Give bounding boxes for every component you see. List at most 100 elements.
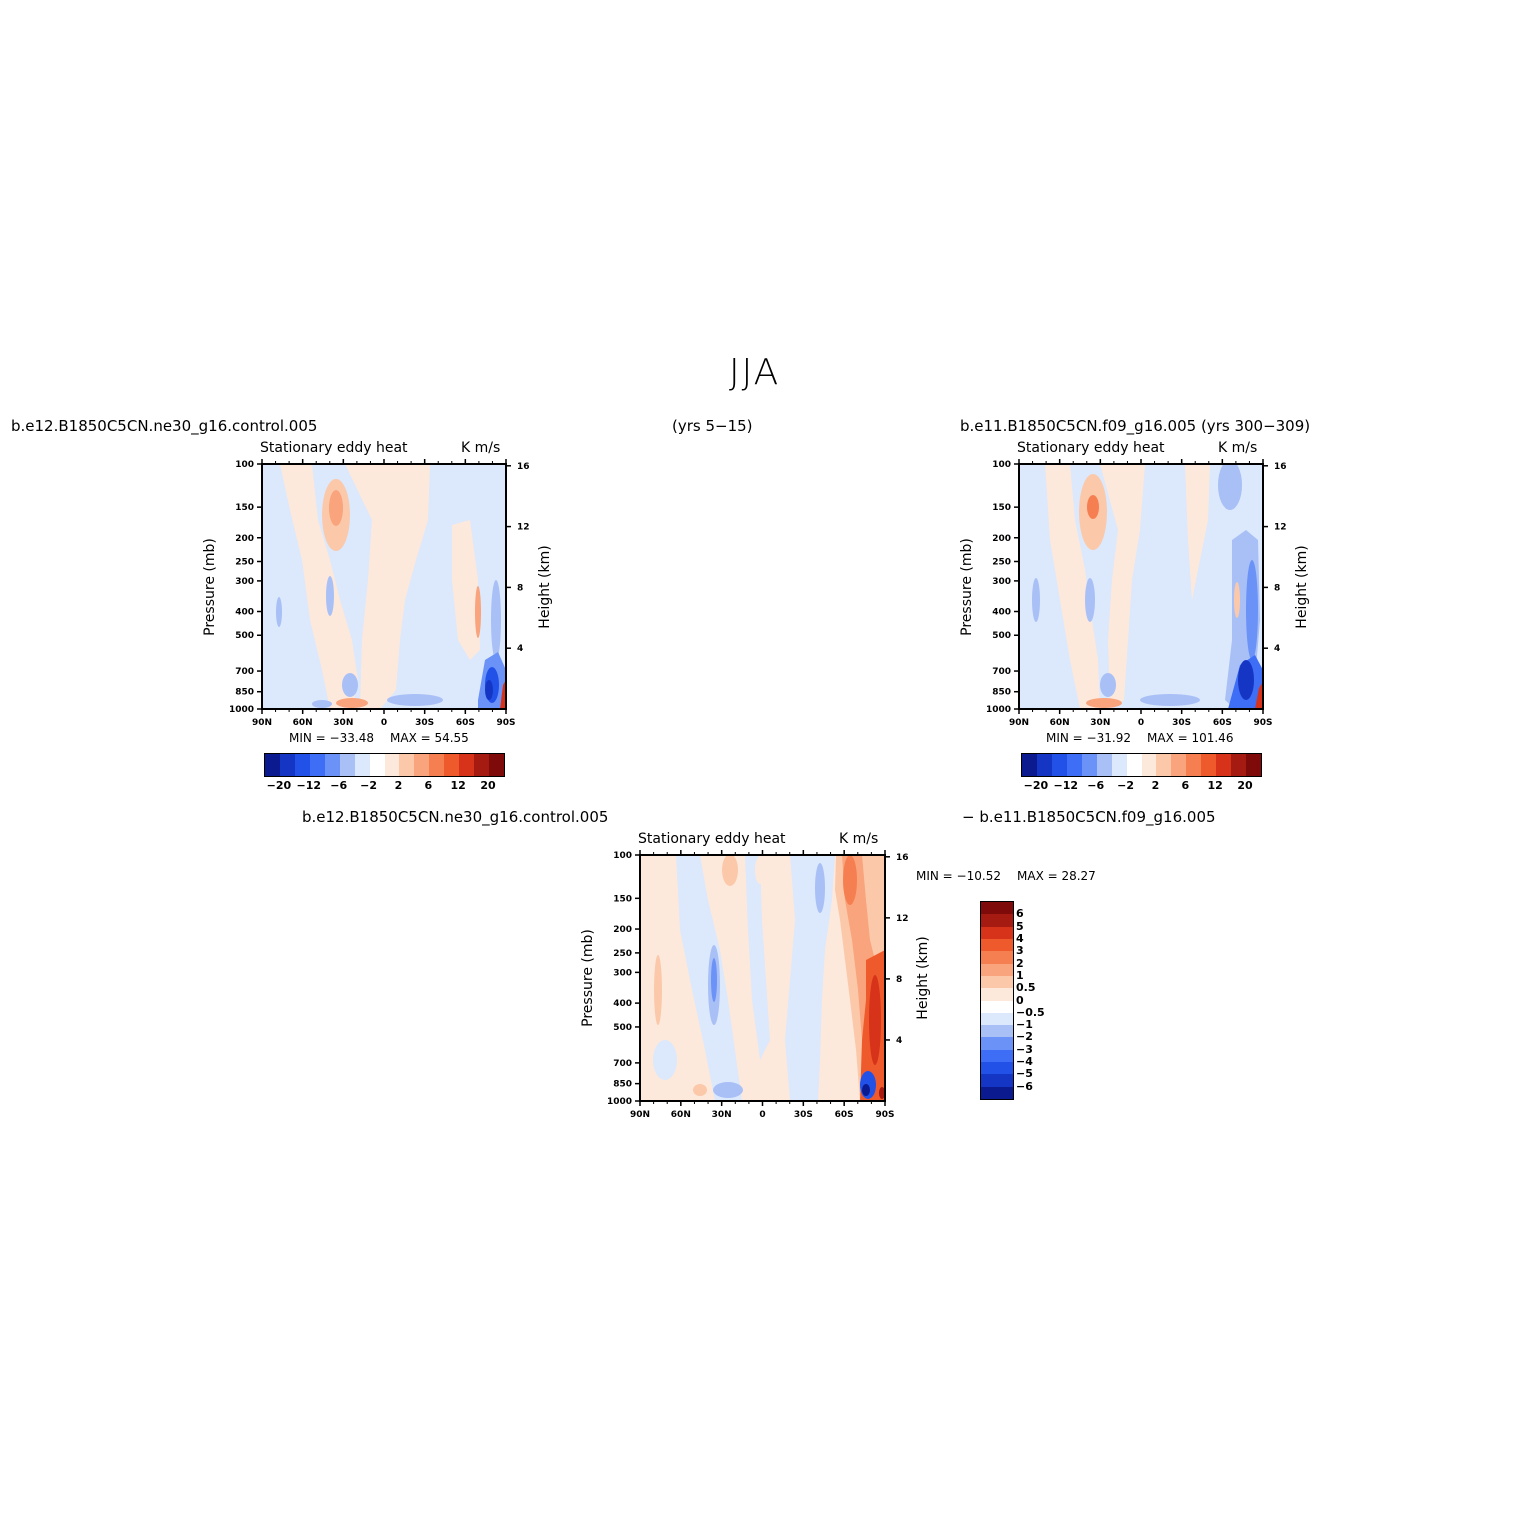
y2-tick-label: 4 bbox=[517, 644, 523, 654]
panel-3-cb-swatch bbox=[981, 938, 1013, 952]
y-tick-label: 400 bbox=[613, 999, 632, 1009]
y2-tick-label: 16 bbox=[896, 853, 909, 863]
y-tick-label: 700 bbox=[235, 667, 254, 677]
colorbar-label: 6 bbox=[1016, 907, 1024, 921]
panel-2-cb-swatch bbox=[1126, 754, 1142, 776]
y-tick-label: 100 bbox=[992, 460, 1011, 470]
panel-2-axes: 90N 60N 30N 0 30S 60S 90S 100 150 200 250 300 400 500… bbox=[986, 459, 1287, 728]
panel-2-units: K m/s bbox=[1218, 440, 1258, 456]
panel-1-cb-swatch bbox=[309, 754, 325, 776]
panel-1-cb-swatch bbox=[429, 754, 445, 776]
panel-3-cb-swatch bbox=[981, 963, 1013, 976]
x-tick-label: 90S bbox=[875, 1110, 894, 1120]
panel-1-field bbox=[276, 464, 506, 709]
colorbar-label: −12 bbox=[1053, 779, 1079, 792]
colorbar-label: 5 bbox=[1016, 919, 1024, 933]
y-tick-label: 200 bbox=[613, 925, 632, 935]
y-tick-label: 300 bbox=[613, 968, 632, 978]
y2-tick-label: 16 bbox=[517, 462, 530, 472]
x-tick-label: 30N bbox=[333, 718, 353, 728]
panel-1-units: K m/s bbox=[461, 440, 501, 456]
panel-2-cb-swatch bbox=[1036, 754, 1052, 776]
panel-3-max: MAX = 28.27 bbox=[1017, 869, 1096, 883]
colorbar-label: 2 bbox=[1016, 956, 1024, 970]
y-tick-label: 1000 bbox=[986, 705, 1011, 715]
y-tick-label: 700 bbox=[613, 1059, 632, 1069]
y-tick-label: 850 bbox=[235, 688, 254, 698]
y2-tick-label: 16 bbox=[1274, 462, 1287, 472]
panel-1-max: MAX = 54.55 bbox=[390, 731, 469, 745]
y2-tick-label: 8 bbox=[1274, 583, 1280, 593]
y-tick-label: 400 bbox=[992, 608, 1011, 618]
panel-2-cb-swatch bbox=[1186, 754, 1202, 776]
panel-2-cb-swatch bbox=[1201, 754, 1217, 776]
panel-1-cb-swatch bbox=[339, 754, 355, 776]
x-tick-label: 30N bbox=[712, 1110, 732, 1120]
panel-3-cb-swatch bbox=[981, 1000, 1013, 1013]
y-tick-label: 100 bbox=[613, 851, 632, 861]
colorbar-label: −2 bbox=[1117, 779, 1134, 792]
panel-1-colorbar bbox=[264, 753, 505, 777]
y-tick-label: 200 bbox=[235, 534, 254, 544]
y-tick-label: 500 bbox=[613, 1023, 632, 1033]
panel-2-cb-swatch bbox=[1231, 754, 1247, 776]
y2-tick-label: 12 bbox=[1274, 523, 1287, 533]
colorbar-label: 2 bbox=[1151, 779, 1160, 792]
y-tick-label: 250 bbox=[235, 557, 254, 567]
panel-3-cb-swatch bbox=[981, 1012, 1013, 1026]
colorbar-label: 6 bbox=[1181, 779, 1190, 792]
y2-tick-label: 12 bbox=[517, 523, 530, 533]
panel-2-min: MIN = −31.92 bbox=[1046, 731, 1131, 745]
center-years-label: (yrs 5−15) bbox=[672, 417, 753, 435]
panel-3-units: K m/s bbox=[839, 831, 879, 847]
panel-1-cb-swatch bbox=[279, 754, 295, 776]
panel-2-cb-swatch bbox=[1141, 754, 1157, 776]
colorbar-label: 20 bbox=[480, 779, 496, 792]
panel-2-cb-swatch bbox=[1246, 754, 1261, 776]
colorbar-label: 4 bbox=[1016, 931, 1024, 945]
panel-3-colorbar bbox=[980, 901, 1014, 1100]
colorbar-label: −1 bbox=[1016, 1018, 1033, 1032]
right-case-label: b.e11.B1850C5CN.f09_g16.005 (yrs 300−309… bbox=[960, 417, 1311, 435]
panel-2-cb-swatch bbox=[1066, 754, 1082, 776]
panel-2-cb-swatch bbox=[1051, 754, 1067, 776]
y-tick-label: 850 bbox=[992, 688, 1011, 698]
y-tick-label: 500 bbox=[235, 631, 254, 641]
x-tick-label: 60N bbox=[293, 718, 313, 728]
panel-3-cb-swatch bbox=[981, 975, 1013, 989]
y-tick-label: 700 bbox=[992, 667, 1011, 677]
panel-1-cb-swatch bbox=[444, 754, 460, 776]
diff-case-b-label: − b.e11.B1850C5CN.f09_g16.005 bbox=[962, 808, 1216, 826]
x-tick-label: 90S bbox=[1253, 718, 1272, 728]
colorbar-label: 1 bbox=[1016, 968, 1024, 982]
y-tick-label: 150 bbox=[613, 894, 632, 904]
y-tick-label: 1000 bbox=[229, 705, 254, 715]
panel-1-title: Stationary eddy heat bbox=[260, 440, 408, 456]
colorbar-label: −4 bbox=[1016, 1055, 1033, 1069]
colorbar-label: 6 bbox=[424, 779, 433, 792]
x-tick-label: 90N bbox=[252, 718, 272, 728]
x-tick-label: 30S bbox=[415, 718, 434, 728]
panel-3-cb-swatch bbox=[981, 1062, 1013, 1075]
colorbar-label: −6 bbox=[330, 779, 348, 792]
panel-2-colorbar bbox=[1021, 753, 1262, 777]
panel-2-cb-swatch bbox=[1171, 754, 1187, 776]
colorbar-label: −0.5 bbox=[1016, 1005, 1045, 1019]
y2-tick-label: 4 bbox=[1274, 644, 1280, 654]
y-tick-label: 400 bbox=[235, 608, 254, 618]
y-tick-label: 1000 bbox=[607, 1097, 632, 1107]
colorbar-label: −3 bbox=[1016, 1042, 1033, 1056]
panel-3-cb-swatch bbox=[981, 914, 1013, 927]
x-tick-label: 30N bbox=[1090, 718, 1110, 728]
colorbar-label: −5 bbox=[1016, 1067, 1033, 1081]
panel-3-cb-swatch bbox=[981, 1086, 1013, 1099]
panel-1-cb-swatch bbox=[459, 754, 475, 776]
x-tick-label: 30S bbox=[1172, 718, 1191, 728]
panel-2-cb-swatch bbox=[1111, 754, 1127, 776]
x-tick-label: 90S bbox=[496, 718, 515, 728]
figure-title: JJA bbox=[729, 352, 781, 393]
diff-case-a-label: b.e12.B1850C5CN.ne30_g16.control.005 bbox=[302, 808, 609, 826]
x-tick-label: 60N bbox=[671, 1110, 691, 1120]
